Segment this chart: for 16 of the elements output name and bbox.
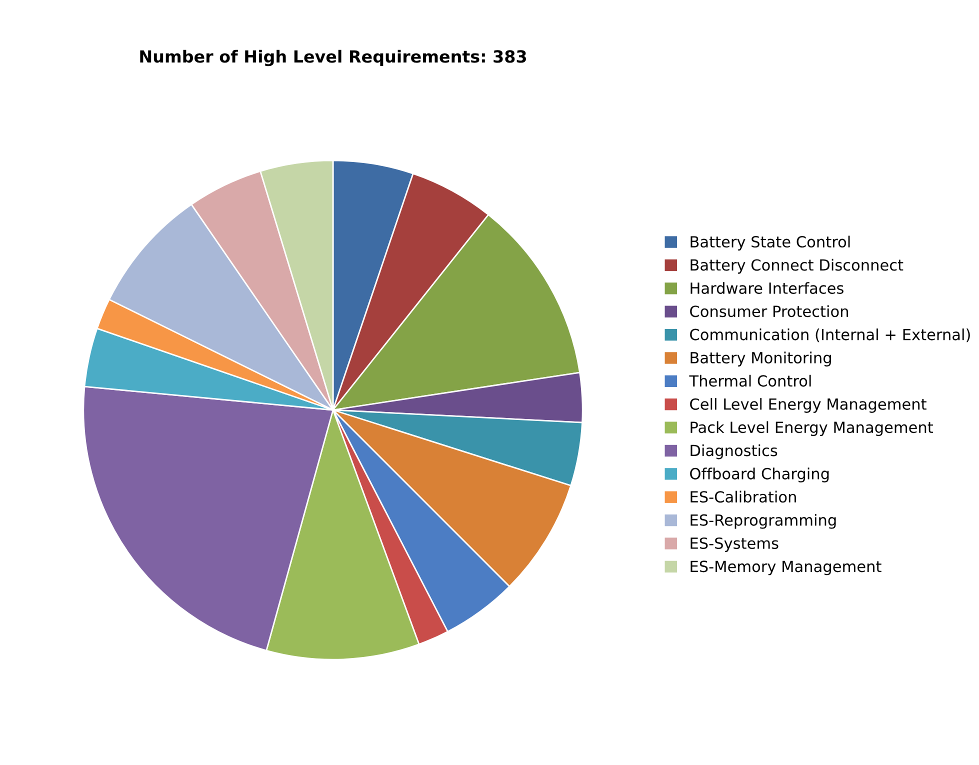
legend-label: Cell Level Energy Management (690, 398, 926, 413)
legend-label: Communication (Internal + External) (690, 328, 970, 342)
chart-title: Number of High Level Requirements: 383 (140, 50, 526, 66)
legend-label: Consumer Protection (690, 305, 848, 318)
legend-label: Hardware Interfaces (690, 282, 844, 294)
legend-label: Battery Connect Disconnect (690, 258, 904, 274)
legend-label: Battery State Control (690, 236, 850, 251)
legend-label: ES-Systems (690, 537, 778, 552)
legend-label: Battery Monitoring (690, 352, 831, 366)
legend-label: Offboard Charging (690, 468, 829, 482)
legend-label: ES-Reprogramming (690, 514, 836, 529)
legend-label: Thermal Control (689, 374, 811, 387)
legend-label: Pack Level Energy Management (690, 421, 934, 436)
legend-label: ES-Memory Management (690, 560, 882, 576)
legend-label: Diagnostics (690, 444, 778, 460)
legend-label: ES-Calibration (690, 490, 796, 503)
